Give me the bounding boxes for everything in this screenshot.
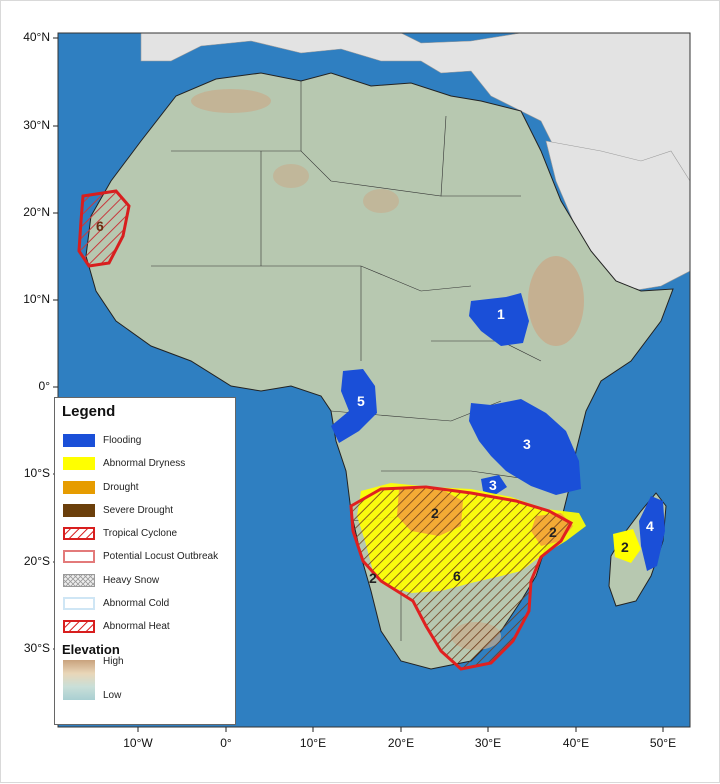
lat-tick-label: 20°S <box>23 554 50 568</box>
legend-swatch <box>63 526 95 540</box>
legend-item-drought: Drought <box>63 480 139 494</box>
tibesti-highlands <box>363 189 399 213</box>
legend-item-label: Drought <box>103 481 139 493</box>
hazard-congo-flood[interactable] <box>331 369 377 443</box>
ethiopian-highlands <box>528 256 584 346</box>
arabia-landmass <box>545 140 690 292</box>
legend-swatch <box>63 480 95 494</box>
legend-title: Legend <box>62 403 116 420</box>
map-border <box>57 32 691 728</box>
elevation-ramp <box>63 660 95 700</box>
hoggar-highlands <box>273 164 309 188</box>
lon-tick-label: 0° <box>220 736 232 750</box>
lat-tick-label: 40°N <box>23 30 50 44</box>
legend-swatch <box>63 573 95 587</box>
legend-item-label: Abnormal Dryness <box>103 457 186 469</box>
hazard-ethiopia-flood[interactable] <box>469 293 529 346</box>
elevation-title: Elevation <box>62 642 120 657</box>
legend-item-label: Abnormal Heat <box>103 620 170 632</box>
lon-tick-label: 20°E <box>387 736 415 750</box>
hazard-number: 3 <box>489 477 497 493</box>
legend-item-locust: Potential Locust Outbreak <box>63 549 218 563</box>
lat-tick-label: 10°S <box>23 466 50 480</box>
lon-tick-label: 50°E <box>649 736 677 750</box>
legend-item-flooding: Flooding <box>63 433 141 447</box>
legend-item-label: Severe Drought <box>103 504 174 516</box>
legend-item-abnormal-cold: Abnormal Cold <box>63 596 169 610</box>
legend-item-label: Abnormal Cold <box>103 597 170 609</box>
atlas-highlands <box>191 89 271 113</box>
lon-tick-label: 40°E <box>562 736 590 750</box>
hazard-madagascar-flood[interactable] <box>639 496 665 571</box>
hazard-number: 2 <box>369 570 377 586</box>
hazard-number: 2 <box>621 539 629 555</box>
lat-tick-label: 0° <box>38 379 50 393</box>
legend-item-label: Tropical Cyclone <box>103 527 178 539</box>
lat-tick-label: 10°N <box>23 292 50 306</box>
hazard-southern-heat[interactable] <box>349 485 574 671</box>
elevation-high-label: High <box>103 656 124 667</box>
lat-tick-label: 20°N <box>23 205 50 219</box>
elevation-low-label: Low <box>103 690 122 701</box>
legend-item-heavy-snow: Heavy Snow <box>63 573 159 587</box>
lat-tick-label: 30°N <box>23 118 50 132</box>
legend-item-abnormal-dryness: Abnormal Dryness <box>63 456 185 470</box>
hazard-number: 2 <box>431 505 439 521</box>
hazard-madagascar-dryness[interactable] <box>613 529 641 563</box>
hazard-number: 3 <box>523 436 531 452</box>
lon-tick-label: 10°W <box>123 736 153 750</box>
hazard-malawi-flood[interactable] <box>481 475 507 495</box>
legend-swatch <box>63 503 95 517</box>
legend-swatch <box>63 433 95 447</box>
legend-item-label: Flooding <box>103 434 142 446</box>
legend-panel: Legend Flooding Abnormal Dryness Drought… <box>54 397 236 725</box>
lon-tick-label: 30°E <box>474 736 502 750</box>
hazard-number: 2 <box>549 524 557 540</box>
legend-swatch <box>63 549 95 563</box>
legend-item-label: Potential Locust Outbreak <box>103 550 219 562</box>
lon-tick-label: 10°E <box>299 736 327 750</box>
legend-item-tropical-cyclone: Tropical Cyclone <box>63 526 177 540</box>
legend-swatch <box>63 596 95 610</box>
hazard-number: 6 <box>96 218 104 234</box>
hazard-west-sahara-heat[interactable] <box>77 189 131 268</box>
hazard-number: 4 <box>646 518 654 534</box>
legend-item-severe-drought: Severe Drought <box>63 503 173 517</box>
hazard-number: 5 <box>357 393 365 409</box>
hazard-eastafrica-flood[interactable] <box>469 399 581 495</box>
legend-swatch <box>63 619 95 633</box>
legend-item-abnormal-heat: Abnormal Heat <box>63 619 170 633</box>
hazard-number: 6 <box>453 568 461 584</box>
lat-tick-label: 30°S <box>23 641 50 655</box>
legend-swatch <box>63 456 95 470</box>
hazard-number: 1 <box>497 306 505 322</box>
legend-item-label: Heavy Snow <box>103 574 160 586</box>
